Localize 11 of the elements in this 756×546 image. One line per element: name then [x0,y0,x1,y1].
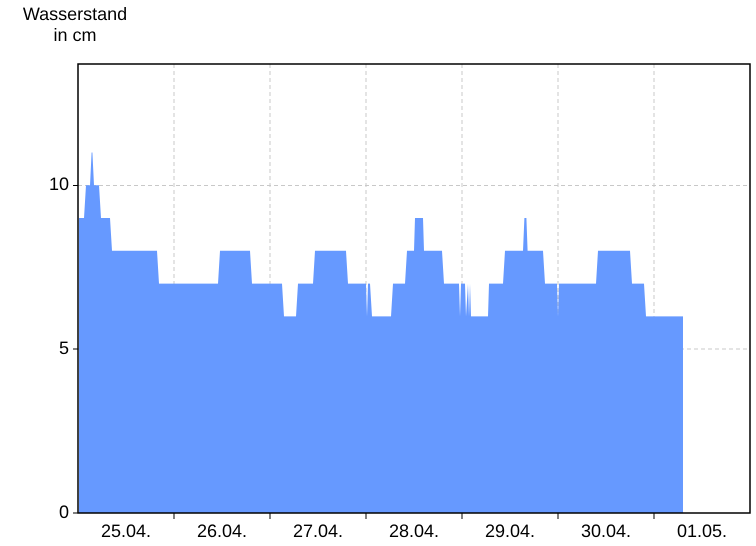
y-tick-label: 5 [58,338,69,358]
x-tick-label: 30.04. [580,520,632,541]
y-axis-title: Wasserstand in cm [22,4,128,46]
y-tick-label: 10 [48,174,69,194]
x-tick-label: 26.04. [196,520,248,541]
x-tick-label: 01.05. [676,520,728,541]
x-tick-label: 27.04. [292,520,344,541]
x-tick-label: 28.04. [388,520,440,541]
y-tick-label: 0 [58,502,69,522]
x-tick-label: 29.04. [484,520,536,541]
x-tick-label: 25.04. [100,520,152,541]
